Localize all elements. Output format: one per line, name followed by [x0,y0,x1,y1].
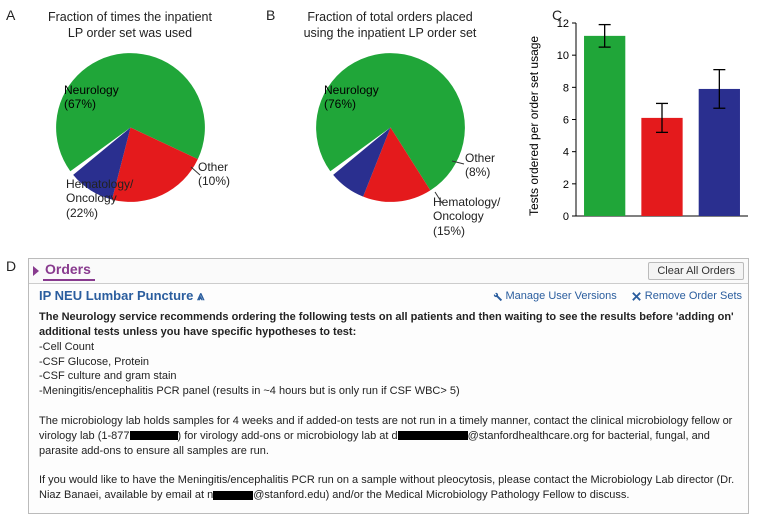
callout-hemeonc-b: Hematology/Oncology(15%) [433,195,500,238]
panel-b: B Fraction of total orders placedusing t… [260,5,520,240]
panel-b-title: Fraction of total orders placedusing the… [260,9,520,42]
body-list: -Cell Count-CSF Glucose, Protein-CSF cul… [39,340,738,399]
body-list-item: -CSF Glucose, Protein [39,355,738,370]
svg-text:10: 10 [557,50,569,62]
close-icon [631,291,642,302]
svg-text:0: 0 [563,211,569,223]
top-row: A Fraction of times the inpatientLP orde… [0,0,759,240]
callout-neurology-a: Neurology(67%) [64,83,119,112]
redacted-phone [130,431,178,440]
body-list-item: -Meningitis/encephalitis PCR panel (resu… [39,384,738,399]
redacted-email1 [398,431,468,440]
orderset-actions: Manage User Versions Remove Order Sets [492,290,742,302]
panel-a-label: A [6,7,15,23]
body-bold: The Neurology service recommends orderin… [39,310,738,340]
pie-chart-b [313,50,468,205]
orderset-subheader: IP NEU Lumbar Puncture ⩓ Manage User Ver… [29,284,748,306]
callout-other-a: Other(10%) [198,160,230,189]
svg-text:2: 2 [563,179,569,191]
redacted-email2 [213,491,253,500]
body-para2: The microbiology lab holds samples for 4… [39,414,738,459]
body-list-item: -Cell Count [39,340,738,355]
bar-chart-c: 024681012Tests ordered per order set usa… [520,5,758,230]
callout-neurology-b: Neurology(76%) [324,83,379,112]
panel-a-title: Fraction of times the inpatientLP order … [0,9,260,42]
y-axis-label: Tests ordered per order set usage [527,36,541,216]
bar [584,36,625,216]
orders-header: Orders Clear All Orders [29,259,748,284]
panel-d: D Orders Clear All Orders IP NEU Lumbar … [0,258,759,514]
orders-box: Orders Clear All Orders IP NEU Lumbar Pu… [28,258,749,514]
panel-c-label: C [552,7,562,23]
manage-link-text: Manage User Versions [506,290,617,302]
manage-user-versions-link[interactable]: Manage User Versions [492,290,617,302]
svg-text:4: 4 [563,147,569,159]
panel-a: A Fraction of times the inpatientLP orde… [0,5,260,240]
svg-text:8: 8 [563,82,569,94]
panel-d-label: D [6,258,16,274]
p3b: @stanford.edu) and/or the Medical Microb… [253,489,629,501]
orderset-body: The Neurology service recommends orderin… [29,306,748,513]
orders-title-wrap: Orders [33,261,95,281]
callout-other-b: Other(8%) [465,151,495,180]
remove-link-text: Remove Order Sets [645,290,742,302]
body-list-item: -CSF culture and gram stain [39,369,738,384]
callout-hemeonc-a: Hematology/Oncology(22%) [66,177,133,220]
wrench-icon [492,291,503,302]
clear-all-orders-button[interactable]: Clear All Orders [648,262,744,280]
svg-text:6: 6 [563,115,569,127]
panel-c: C 024681012Tests ordered per order set u… [520,5,758,240]
chevron-right-icon[interactable] [33,266,39,276]
body-para3: If you would like to have the Meningitis… [39,473,738,503]
panel-b-label: B [266,7,275,23]
orders-tab[interactable]: Orders [43,261,95,281]
p2b: ) for virology add-ons or microbiology l… [178,430,398,442]
orderset-title[interactable]: IP NEU Lumbar Puncture ⩓ [39,288,204,304]
remove-order-sets-link[interactable]: Remove Order Sets [631,290,742,302]
